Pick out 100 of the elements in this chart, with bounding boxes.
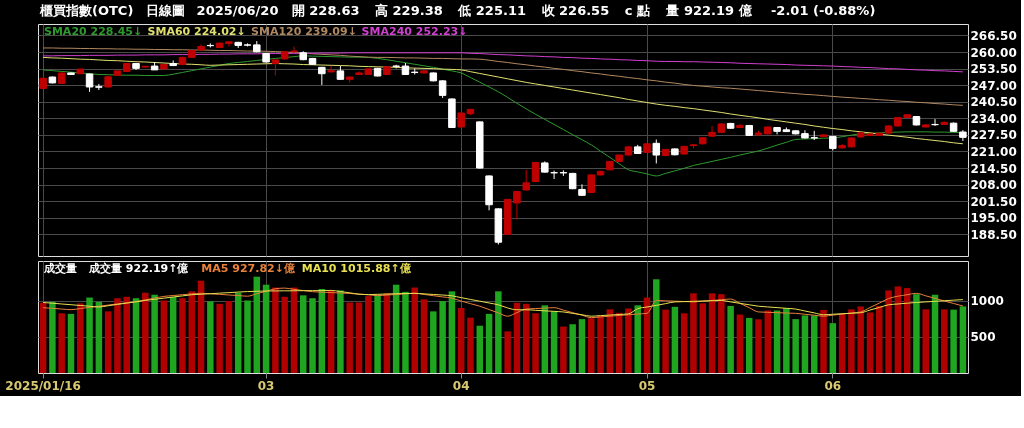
bar: [262, 284, 270, 373]
x-tick-label: 03: [257, 378, 275, 393]
bar: [225, 301, 233, 373]
bar: [820, 309, 827, 373]
bar: [727, 305, 734, 373]
bar: [838, 313, 846, 373]
bar: [588, 318, 595, 373]
bar: [959, 306, 967, 373]
y-tick-label: 221.00: [970, 144, 1017, 159]
bar: [857, 306, 864, 373]
bar: [216, 303, 223, 373]
bar: [327, 290, 335, 373]
bar: [941, 309, 948, 373]
bar: [337, 290, 344, 373]
bar: [504, 331, 511, 373]
bar: [773, 310, 781, 373]
bar: [49, 301, 56, 373]
bar: [104, 311, 112, 373]
bar: [625, 308, 632, 373]
text: 開 228.63: [291, 3, 360, 18]
bar: [39, 302, 47, 373]
bar: [569, 324, 576, 373]
x-tick-label: 2025/01/16: [5, 378, 81, 393]
candlestick: [931, 118, 939, 127]
y-tick-label: 227.50: [970, 128, 1017, 143]
text: SMA60 224.02↓: [147, 25, 246, 38]
bar: [783, 308, 790, 373]
bar: [77, 303, 84, 373]
bar: [829, 323, 837, 373]
bar: [485, 313, 493, 373]
bar: [346, 302, 353, 373]
bar: [866, 312, 874, 373]
bar: [848, 309, 855, 373]
candlestick: [327, 65, 335, 73]
bar: [132, 298, 140, 373]
bar: [671, 306, 679, 373]
bar: [653, 279, 660, 373]
bar: [67, 313, 75, 373]
bar: [950, 309, 957, 373]
candlestick: [95, 83, 103, 91]
bar: [160, 300, 168, 373]
bar: [188, 291, 196, 373]
text: 收 226.55: [541, 3, 610, 18]
y-tick-label: 208.00: [970, 178, 1017, 193]
bar: [495, 291, 502, 373]
bar: [439, 301, 446, 373]
bar: [680, 313, 688, 373]
bar: [151, 294, 158, 373]
bar: [123, 296, 130, 373]
bar: [476, 325, 484, 373]
text: 2025/06/20: [196, 3, 279, 18]
candlestick: [652, 138, 661, 164]
bar: [560, 326, 567, 373]
series-label: 成交量 922.19↑億: [88, 262, 190, 275]
bar: [736, 314, 744, 373]
series-label: SMA240 252.23↓: [361, 25, 468, 38]
bar: [253, 276, 261, 373]
chart-title: 成交量: [43, 262, 77, 275]
y-tick-label: 240.50: [970, 95, 1017, 110]
bar: [179, 298, 186, 373]
bar: [745, 317, 753, 373]
bar: [281, 296, 288, 373]
series-label: MA10 1015.88↑億: [301, 262, 412, 275]
text: 高 229.38: [375, 3, 443, 18]
bar: [578, 319, 586, 373]
bar: [922, 309, 929, 373]
candlestick: [85, 72, 94, 93]
bar: [755, 319, 762, 373]
bar: [876, 305, 883, 373]
bar: [764, 310, 772, 373]
candlestick: [522, 169, 530, 191]
bar: [114, 298, 121, 373]
y-tick-label: 247.00: [970, 78, 1017, 93]
bar: [169, 296, 177, 373]
bar: [699, 303, 706, 373]
bar: [634, 305, 641, 373]
y-tick-label: 214.50: [970, 161, 1017, 176]
y-tick-label: 1000: [970, 294, 1004, 309]
candlestick: [578, 183, 586, 197]
bar: [234, 292, 242, 373]
bar: [810, 315, 818, 373]
bar: [86, 297, 93, 373]
bar: [300, 295, 307, 373]
bar: [411, 287, 418, 373]
bar: [197, 280, 205, 373]
bar: [913, 294, 920, 373]
y-tick-label: 253.50: [970, 62, 1017, 77]
y-tick-label: 260.00: [970, 45, 1017, 60]
bar: [392, 284, 400, 373]
bar: [142, 292, 149, 373]
y-tick-label: 195.00: [970, 211, 1017, 226]
x-tick-label: 06: [824, 378, 842, 393]
bar: [597, 315, 604, 373]
y-tick-label: 188.50: [970, 227, 1017, 242]
bar: [207, 301, 214, 373]
bar: [708, 293, 716, 373]
bar: [467, 317, 474, 373]
text: -2.01 (-0.88%): [770, 3, 876, 18]
y-tick-label: 234.00: [970, 111, 1017, 126]
bar: [365, 296, 372, 373]
